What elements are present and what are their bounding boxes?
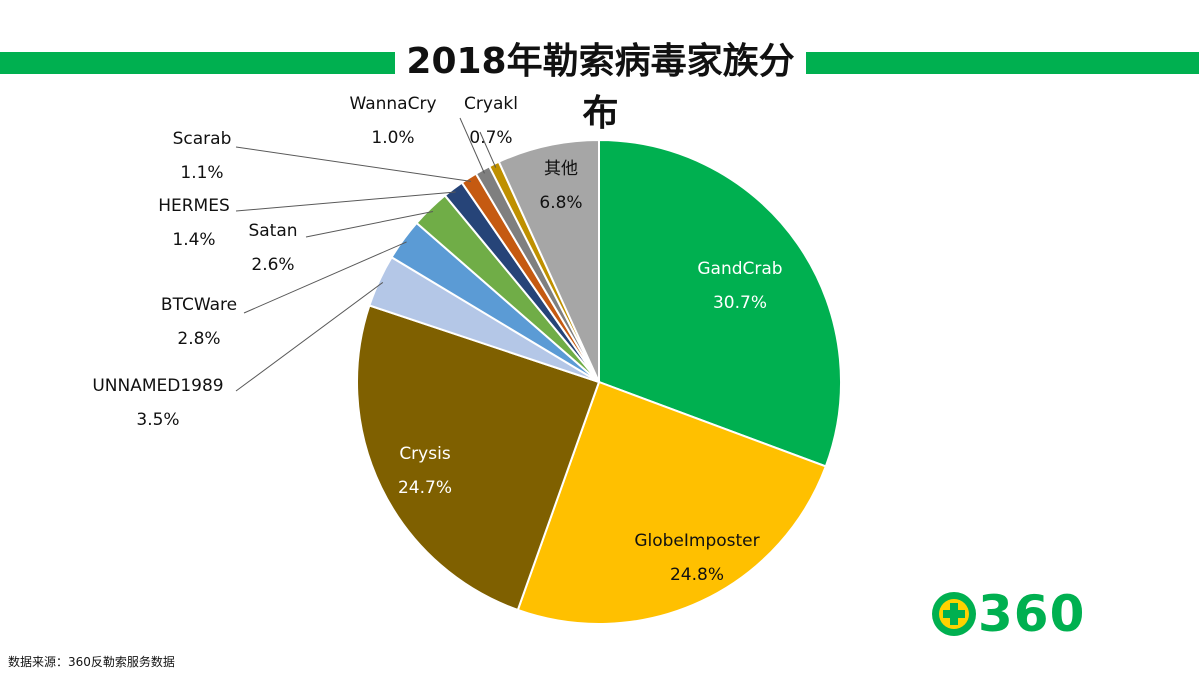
slice-percent: 0.7% <box>469 128 512 148</box>
slice-percent: 1.0% <box>371 128 414 148</box>
slice-label: GandCrab <box>697 259 782 279</box>
pie-slice-GlobeImposter <box>516 380 828 625</box>
slice-label: 其他 <box>544 159 578 179</box>
slice-percent: 24.8% <box>670 565 724 585</box>
leader-line <box>305 210 434 238</box>
slice-percent: 1.4% <box>172 230 215 250</box>
slice-label: Cryakl <box>464 94 518 114</box>
leader-line <box>235 146 472 182</box>
leader-line <box>459 117 485 174</box>
data-source-note: 数据来源：360反勒索服务数据 <box>8 655 175 669</box>
pie-slice-GandCrab <box>598 138 842 468</box>
slice-label: Crysis <box>399 444 451 464</box>
leader-line <box>243 241 407 314</box>
slice-label: HERMES <box>158 196 230 216</box>
slice-percent: 2.6% <box>251 255 294 275</box>
chart-title: 2018年勒索病毒家族分布 <box>406 41 795 134</box>
slice-percent: 24.7% <box>398 478 452 498</box>
title-bar-left <box>0 52 395 74</box>
leader-line <box>479 131 497 168</box>
slice-percent: 3.5% <box>136 410 179 430</box>
slice-percent: 1.1% <box>180 163 223 183</box>
slice-label: Scarab <box>173 129 232 149</box>
slice-label: WannaCry <box>349 94 436 114</box>
pie-slice-Crysis <box>356 304 601 612</box>
slice-percent: 6.8% <box>539 193 582 213</box>
logo-text: 360 <box>978 585 1086 643</box>
slice-label: UNNAMED1989 <box>92 376 223 396</box>
plus-circle-icon <box>932 592 976 636</box>
pie-slice-其他 <box>497 138 600 383</box>
slice-label: BTCWare <box>161 295 237 315</box>
360-logo: 360 <box>928 586 1088 642</box>
leader-line <box>235 191 456 212</box>
slice-label: GlobeImposter <box>634 531 759 551</box>
slice-percent: 2.8% <box>177 329 220 349</box>
leader-line <box>235 282 384 392</box>
slice-percent: 30.7% <box>713 293 767 313</box>
title-bar-right <box>806 52 1199 74</box>
slice-label: Satan <box>248 221 297 241</box>
